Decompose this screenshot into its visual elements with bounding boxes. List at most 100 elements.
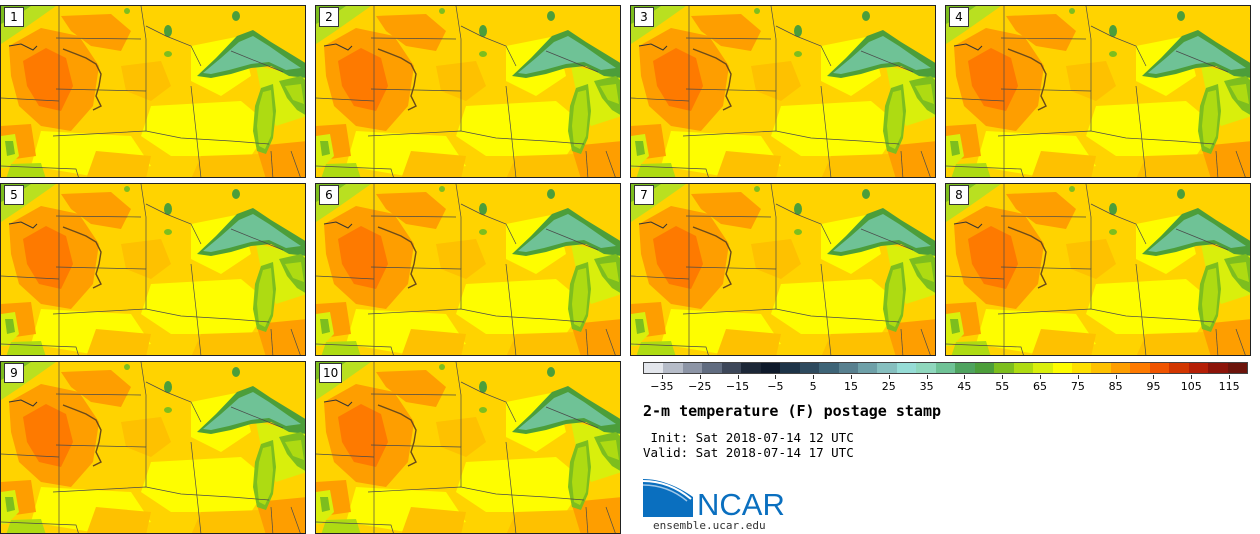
colorbar-tick-mark [813, 375, 815, 379]
colorbar-bin-6 [760, 363, 781, 373]
colorbar-bin-21 [1052, 363, 1072, 373]
ncar-logo: NCAR [643, 479, 785, 519]
map-panel-10 [316, 362, 621, 534]
colorbar-bin-22 [1071, 363, 1092, 373]
ncar-logo-text: NCAR [697, 487, 785, 519]
colorbar-tick-mark [699, 375, 701, 379]
colorbar-bin-1 [663, 363, 683, 373]
colorbar-bin-16 [955, 363, 975, 373]
colorbar-tick-label: −35 [650, 380, 674, 393]
ensemble-panel-5: 5 [0, 183, 306, 356]
panel-label-10: 10 [319, 363, 343, 383]
colorbar-tick-label: 85 [1108, 380, 1123, 393]
map-panel-5 [1, 184, 306, 356]
panel-label-3: 3 [634, 7, 654, 27]
panel-label-2: 2 [319, 7, 339, 27]
colorbar-bin-5 [741, 363, 761, 373]
colorbar-tick-mark [1115, 375, 1117, 379]
colorbar-bin-29 [1208, 363, 1228, 373]
colorbar-bin-13 [896, 363, 917, 373]
colorbar-tick-mark [1229, 375, 1231, 379]
colorbar-tick-label: 55 [995, 380, 1010, 393]
colorbar-tick-label: 25 [881, 380, 896, 393]
ensemble-panel-9: 9 [0, 361, 306, 534]
panel-label-9: 9 [4, 363, 24, 383]
colorbar-tick-label: 75 [1070, 380, 1085, 393]
colorbar-tick-label: −5 [767, 380, 784, 393]
colorbar-bin-7 [780, 363, 800, 373]
colorbar-tick-mark [926, 375, 928, 379]
map-panel-3 [631, 6, 936, 178]
colorbar-bin-9 [819, 363, 839, 373]
ensemble-panel-7: 7 [630, 183, 936, 356]
colorbar-tick-label: 15 [843, 380, 858, 393]
ensemble-panel-4: 4 [945, 5, 1251, 178]
panel-label-5: 5 [4, 185, 24, 205]
colorbar-tick-label: −25 [688, 380, 712, 393]
ensemble-panel-1: 1 [0, 5, 306, 178]
colorbar-bin-19 [1013, 363, 1034, 373]
colorbar-bin-0 [644, 363, 664, 373]
map-panel-6 [316, 184, 621, 356]
colorbar-bin-20 [1033, 363, 1053, 373]
colorbar-tick-mark [737, 375, 739, 379]
colorbar-tick-mark [1040, 375, 1042, 379]
colorbar-bin-3 [702, 363, 722, 373]
colorbar-tick-mark [964, 375, 966, 379]
panel-label-6: 6 [319, 185, 339, 205]
colorbar-tick-label: 115 [1218, 380, 1240, 393]
colorbar-bin-15 [935, 363, 956, 373]
colorbar-tick-mark [888, 375, 890, 379]
colorbar-bin-27 [1169, 363, 1189, 373]
map-panel-7 [631, 184, 936, 356]
colorbar-tick-label: 35 [919, 380, 934, 393]
ensemble-panel-10: 10 [315, 361, 621, 534]
colorbar-tick-label: 45 [957, 380, 972, 393]
colorbar-tick-mark [661, 375, 663, 379]
colorbar-bin-24 [1110, 363, 1131, 373]
colorbar-tick-mark [1153, 375, 1155, 379]
map-panel-4 [946, 6, 1251, 178]
colorbar-tick-label: 95 [1146, 380, 1161, 393]
colorbar-tick-mark [1002, 375, 1004, 379]
colorbar-bin-18 [994, 363, 1014, 373]
colorbar-tick-label: 105 [1180, 380, 1202, 393]
colorbar-bin-11 [857, 363, 878, 373]
colorbar [643, 362, 1248, 374]
colorbar-bin-8 [799, 363, 820, 373]
panel-label-4: 4 [949, 7, 969, 27]
colorbar-bin-10 [838, 363, 858, 373]
panel-label-7: 7 [634, 185, 654, 205]
ncar-logo-mark-icon [643, 479, 693, 517]
map-panel-9 [1, 362, 306, 534]
colorbar-tick-mark [775, 375, 777, 379]
ensemble-panel-6: 6 [315, 183, 621, 356]
colorbar-tick-mark [1077, 375, 1079, 379]
map-panel-8 [946, 184, 1251, 356]
map-panel-2 [316, 6, 621, 178]
colorbar-bin-28 [1188, 363, 1209, 373]
colorbar-tick-mark [850, 375, 852, 379]
chart-title: 2-m temperature (F) postage stamp [643, 402, 942, 420]
site-url: ensemble.ucar.edu [653, 519, 766, 532]
colorbar-bin-30 [1227, 363, 1248, 373]
colorbar-bin-26 [1149, 363, 1170, 373]
colorbar-tick-label: −15 [725, 380, 750, 393]
colorbar-bin-14 [916, 363, 936, 373]
colorbar-tick-mark [1191, 375, 1193, 379]
valid-time: Valid: Sat 2018-07-14 17 UTC [643, 445, 854, 460]
colorbar-bin-12 [877, 363, 897, 373]
map-panel-1 [1, 6, 306, 178]
colorbar-bin-2 [682, 363, 703, 373]
colorbar-ticks: −35 −25 −15 −5 5 15 25 35 45 55 65 75 85 95 105 115 [643, 375, 1248, 395]
colorbar-bin-25 [1130, 363, 1150, 373]
colorbar-bin-4 [721, 363, 742, 373]
init-time: Init: Sat 2018-07-14 12 UTC [643, 430, 854, 445]
colorbar-tick-label: 5 [809, 380, 817, 393]
ensemble-panel-8: 8 [945, 183, 1251, 356]
colorbar-tick-label: 65 [1033, 380, 1048, 393]
panel-label-1: 1 [4, 7, 24, 27]
ensemble-panel-3: 3 [630, 5, 936, 178]
colorbar-bin-17 [974, 363, 995, 373]
colorbar-bin-23 [1091, 363, 1111, 373]
